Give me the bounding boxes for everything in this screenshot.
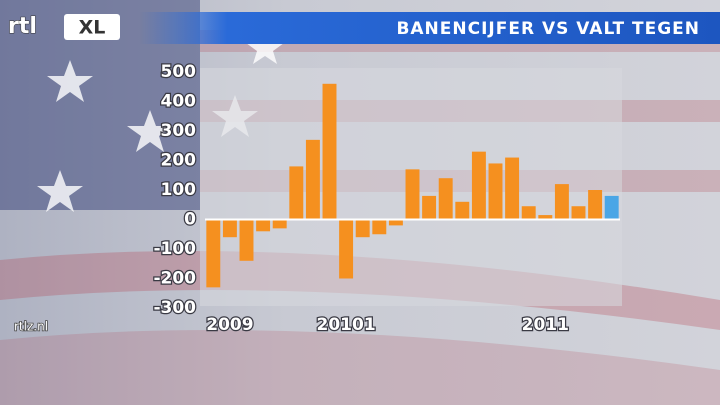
bar xyxy=(554,184,569,220)
y-tick-label: 500 xyxy=(161,62,197,82)
y-tick-label: -100 xyxy=(153,239,196,259)
bar xyxy=(422,195,437,220)
y-tick-label: 0 xyxy=(184,210,196,230)
bar xyxy=(272,219,287,229)
bar xyxy=(571,206,586,220)
bar xyxy=(405,169,420,220)
bar xyxy=(206,219,221,288)
chart-title: BANENCIJFER VS VALT TEGEN xyxy=(396,19,700,39)
watermark: rtlz.nl xyxy=(14,320,48,334)
y-tick-label: 300 xyxy=(161,121,197,141)
x-tick-label: 2011 xyxy=(522,315,569,335)
bar xyxy=(521,206,536,220)
bar xyxy=(505,157,520,220)
bar xyxy=(372,219,387,235)
bar xyxy=(588,190,603,220)
title-banner xyxy=(140,12,720,44)
bar xyxy=(339,219,354,279)
bar xyxy=(256,219,271,232)
bar xyxy=(455,201,470,220)
y-tick-label: -200 xyxy=(153,269,196,289)
bar xyxy=(388,219,403,226)
logo-box xyxy=(64,14,120,40)
bar xyxy=(239,219,254,261)
bar xyxy=(538,215,553,220)
bar xyxy=(488,163,503,220)
y-tick-label: -300 xyxy=(153,298,196,318)
bar xyxy=(604,195,619,220)
logo-main: rtl xyxy=(8,14,37,39)
logo-box-text: XL xyxy=(79,17,106,39)
bar xyxy=(305,139,320,220)
y-tick-label: 400 xyxy=(161,92,197,112)
bar xyxy=(289,166,304,220)
x-tick-label: 2009 xyxy=(206,315,253,335)
bar xyxy=(438,178,453,220)
bar xyxy=(355,219,370,238)
y-tick-label: 100 xyxy=(161,180,197,200)
bar xyxy=(222,219,237,238)
x-tick-label: 20101 xyxy=(317,315,376,335)
y-tick-label: 200 xyxy=(161,151,197,171)
bar xyxy=(322,83,337,220)
bar xyxy=(471,151,486,220)
